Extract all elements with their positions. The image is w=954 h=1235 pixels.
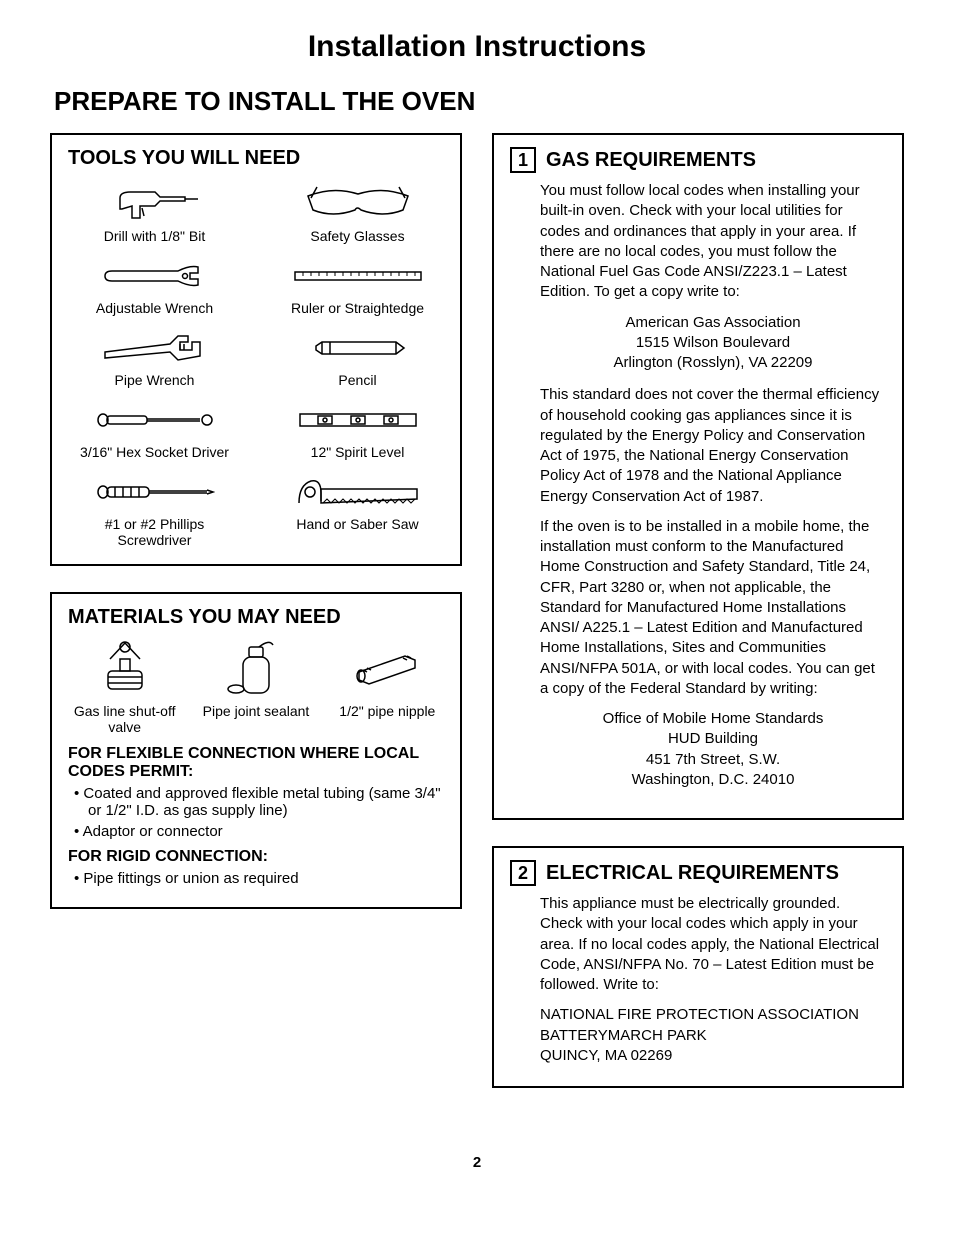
pipe-wrench-icon bbox=[68, 328, 241, 368]
flex-connection-heading: FOR FLEXIBLE CONNECTION WHERE LOCAL CODE… bbox=[68, 745, 444, 781]
hex-driver-icon bbox=[68, 400, 241, 440]
page-number: 2 bbox=[50, 1154, 904, 1171]
rigid-connection-heading: FOR RIGID CONNECTION: bbox=[68, 848, 444, 866]
drill-icon bbox=[68, 184, 241, 224]
tool-label: Pipe Wrench bbox=[68, 372, 241, 388]
material-label: Pipe joint sealant bbox=[199, 703, 312, 719]
gas-address-2: Office of Mobile Home Standards HUD Buil… bbox=[540, 709, 886, 790]
tool-label: Hand or Saber Saw bbox=[271, 516, 444, 532]
addr-line: 1515 Wilson Boulevard bbox=[636, 334, 790, 351]
elec-address: NATIONAL FIRE PROTECTION ASSOCIATION BAT… bbox=[540, 1005, 886, 1066]
addr-line: Office of Mobile Home Standards bbox=[603, 710, 824, 727]
material-valve: Gas line shut-off valve bbox=[68, 637, 181, 735]
tool-pipe-wrench: Pipe Wrench bbox=[68, 322, 241, 388]
material-label: Gas line shut-off valve bbox=[68, 703, 181, 735]
pencil-icon bbox=[271, 328, 444, 368]
tool-ruler: Ruler or Straightedge bbox=[271, 250, 444, 316]
gas-p3: If the oven is to be installed in a mobi… bbox=[540, 517, 886, 699]
tool-label: Adjustable Wrench bbox=[68, 300, 241, 316]
page-title: Installation Instructions bbox=[50, 30, 904, 64]
elec-title: ELECTRICAL REQUIREMENTS bbox=[546, 862, 839, 885]
tool-label: #1 or #2 Phillips Screwdriver bbox=[68, 516, 241, 548]
tool-adj-wrench: Adjustable Wrench bbox=[68, 250, 241, 316]
tool-label: Drill with 1/8" Bit bbox=[68, 228, 241, 244]
pipe-nipple-icon bbox=[331, 637, 444, 699]
tool-saw: Hand or Saber Saw bbox=[271, 466, 444, 548]
electrical-requirements-box: 2 ELECTRICAL REQUIREMENTS This appliance… bbox=[492, 846, 904, 1088]
tool-screwdriver: #1 or #2 Phillips Screwdriver bbox=[68, 466, 241, 548]
elec-p1: This appliance must be electrically grou… bbox=[540, 894, 886, 995]
step-number-2: 2 bbox=[510, 860, 536, 886]
addr-line: Washington, D.C. 24010 bbox=[632, 771, 795, 788]
material-nipple: 1/2" pipe nipple bbox=[331, 637, 444, 735]
addr-line: HUD Building bbox=[668, 730, 758, 747]
material-sealant: Pipe joint sealant bbox=[199, 637, 312, 735]
gas-title: GAS REQUIREMENTS bbox=[546, 149, 756, 172]
addr-line: 451 7th Street, S.W. bbox=[646, 751, 780, 768]
flex-bullet-2: • Adaptor or connector bbox=[74, 823, 444, 840]
hand-saw-icon bbox=[271, 472, 444, 512]
addr-line: Arlington (Rosslyn), VA 22209 bbox=[614, 354, 813, 371]
tool-level: 12" Spirit Level bbox=[271, 394, 444, 460]
rigid-bullet-1: • Pipe fittings or union as required bbox=[74, 870, 444, 887]
gas-p1: You must follow local codes when install… bbox=[540, 181, 886, 303]
tool-hex-driver: 3/16" Hex Socket Driver bbox=[68, 394, 241, 460]
tool-pencil: Pencil bbox=[271, 322, 444, 388]
addr-line: American Gas Association bbox=[625, 314, 800, 331]
tool-label: Safety Glasses bbox=[271, 228, 444, 244]
shutoff-valve-icon bbox=[68, 637, 181, 699]
pipe-sealant-icon bbox=[199, 637, 312, 699]
tool-label: 3/16" Hex Socket Driver bbox=[68, 444, 241, 460]
adjustable-wrench-icon bbox=[68, 256, 241, 296]
spirit-level-icon bbox=[271, 400, 444, 440]
tool-label: Ruler or Straightedge bbox=[271, 300, 444, 316]
materials-box: MATERIALS YOU MAY NEED Gas line shut-off… bbox=[50, 592, 462, 909]
gas-address-1: American Gas Association 1515 Wilson Bou… bbox=[540, 313, 886, 374]
addr-line: BATTERYMARCH PARK bbox=[540, 1027, 707, 1044]
materials-title: MATERIALS YOU MAY NEED bbox=[68, 606, 444, 629]
tools-title: TOOLS YOU WILL NEED bbox=[68, 147, 444, 170]
section-heading: PREPARE TO INSTALL THE OVEN bbox=[54, 86, 904, 117]
step-number-1: 1 bbox=[510, 147, 536, 173]
phillips-screwdriver-icon bbox=[68, 472, 241, 512]
tool-drill: Drill with 1/8" Bit bbox=[68, 178, 241, 244]
addr-line: QUINCY, MA 02269 bbox=[540, 1047, 672, 1064]
material-label: 1/2" pipe nipple bbox=[331, 703, 444, 719]
tool-label: 12" Spirit Level bbox=[271, 444, 444, 460]
flex-bullet-1: • Coated and approved flexible metal tub… bbox=[74, 785, 444, 819]
gas-requirements-box: 1 GAS REQUIREMENTS You must follow local… bbox=[492, 133, 904, 820]
ruler-icon bbox=[271, 256, 444, 296]
tools-box: TOOLS YOU WILL NEED Drill with 1/8" Bit … bbox=[50, 133, 462, 566]
addr-line: NATIONAL FIRE PROTECTION ASSOCIATION bbox=[540, 1006, 859, 1023]
gas-p2: This standard does not cover the thermal… bbox=[540, 385, 886, 507]
tool-label: Pencil bbox=[271, 372, 444, 388]
tool-glasses: Safety Glasses bbox=[271, 178, 444, 244]
safety-glasses-icon bbox=[271, 184, 444, 224]
